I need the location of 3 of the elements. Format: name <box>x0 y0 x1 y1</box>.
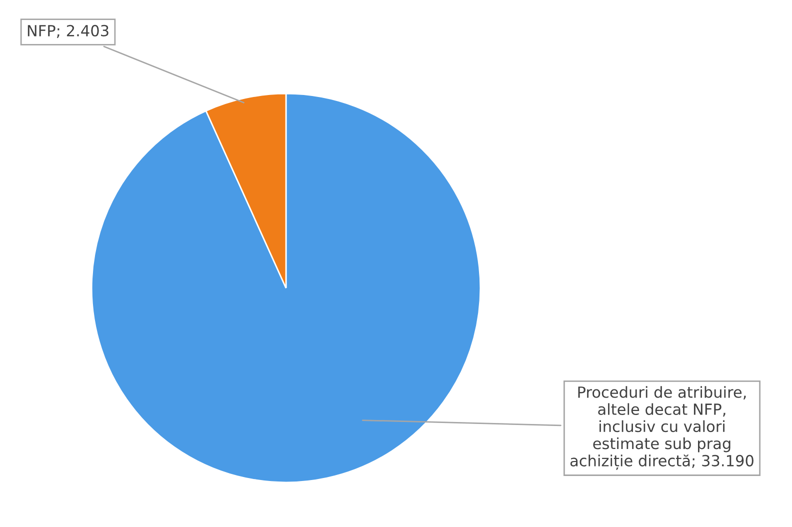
slice-label: NFP; 2.403 <box>28 24 108 38</box>
slice-label: Proceduri de atribuire, altele decat NFP, inclusiv cu valori estimate sub prag achiziție directă; 33.190 <box>570 386 754 470</box>
pie-slice <box>90 92 482 484</box>
